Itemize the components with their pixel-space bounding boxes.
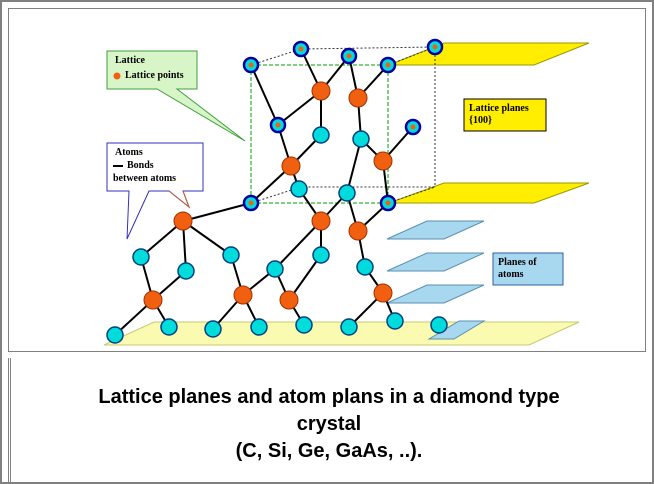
atoms-item-cont: between atoms [113, 173, 177, 184]
caption-line: Lattice planes and atom plans in a diamo… [98, 386, 560, 408]
lattice-drawing [103, 38, 590, 346]
lattice-title: Lattice [115, 55, 145, 66]
planes-label-box [463, 98, 547, 132]
lattice-callout [106, 50, 246, 142]
lattice-plane [388, 182, 590, 204]
lattice-point-icon [113, 72, 121, 80]
atom-planes-label: Planes of atoms [498, 257, 537, 280]
atom-plane [386, 220, 485, 240]
atoms-callout-tail [168, 190, 191, 209]
corner-atoms [242, 38, 444, 212]
atoms-title: Atoms [115, 147, 143, 158]
caption-line: (C, Si, Ge, GaAs, ..). [235, 440, 423, 462]
bonds [114, 48, 414, 336]
planes-label: Lattice planes {100} [469, 103, 529, 126]
figure: Lattice Lattice points Atoms Bonds betwe… [8, 8, 646, 352]
atom-plane [386, 252, 485, 272]
atom-plane [427, 320, 486, 340]
caption: Lattice planes and atom plans in a diamo… [8, 358, 647, 482]
atom-planes-label-box [492, 252, 564, 286]
atoms-item: Bonds [127, 160, 154, 171]
cube-face [250, 64, 389, 204]
lattice-item: Lattice points [125, 70, 184, 81]
lattice-plane [388, 42, 590, 66]
atom-plane [386, 284, 485, 304]
lattice-points [143, 81, 393, 310]
atoms [106, 126, 448, 344]
caption-line: crystal [296, 413, 362, 435]
